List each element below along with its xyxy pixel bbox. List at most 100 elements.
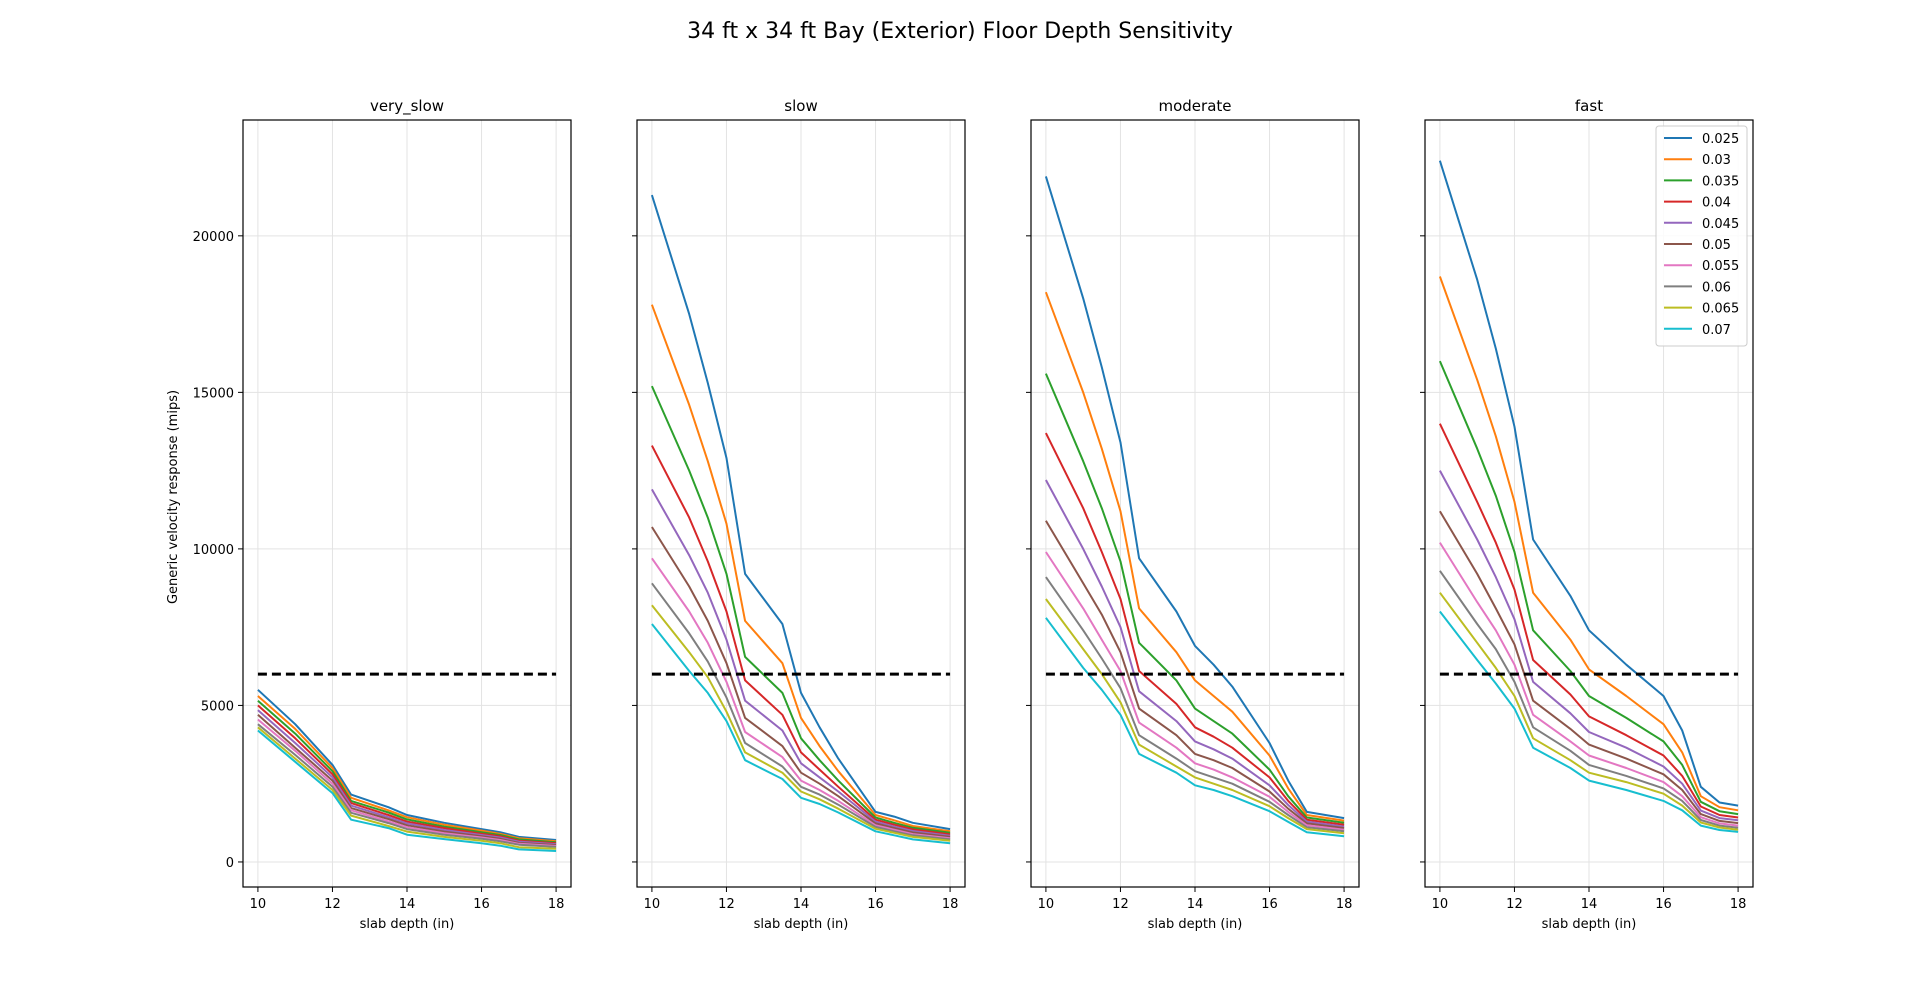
- legend-label: 0.03: [1702, 153, 1731, 168]
- x-axis-label: slab depth (in): [360, 917, 455, 932]
- series-line-0.04: [1438, 423, 1739, 819]
- x-axis-label: slab depth (in): [1148, 917, 1243, 932]
- y-tick-label: 0: [226, 856, 234, 871]
- y-tick-label: 10000: [193, 543, 234, 558]
- series-line-0.045: [651, 488, 951, 837]
- x-tick-label: 16: [473, 897, 490, 912]
- panel-fast: fast 10 12 14 16 18 slab depth (in): [1420, 97, 1754, 932]
- series-line-0.065: [257, 726, 557, 850]
- legend-item: 0.045: [1664, 217, 1739, 232]
- x-tick-label: 14: [399, 897, 416, 912]
- series-line-0.065: [1045, 598, 1345, 835]
- series-line-0.035: [257, 699, 557, 844]
- x-tick-label: 10: [1038, 897, 1055, 912]
- x-tick-label: 16: [867, 897, 884, 912]
- series-line-0.025: [650, 194, 951, 831]
- legend-item: 0.055: [1664, 259, 1739, 274]
- series-line-0.05: [1045, 520, 1345, 830]
- legend-item: 0.03: [1664, 153, 1731, 168]
- x-tick-label: 18: [942, 897, 959, 912]
- legend-label: 0.025: [1702, 132, 1739, 147]
- series-line-0.04: [257, 704, 557, 845]
- x-tick-label: 14: [1581, 897, 1598, 912]
- series-line-0.065: [651, 604, 951, 842]
- x-tick-label: 10: [644, 897, 661, 912]
- legend-label: 0.05: [1702, 238, 1731, 253]
- figure-title: 34 ft x 34 ft Bay (Exterior) Floor Depth…: [687, 19, 1233, 44]
- x-tick-label: 12: [1112, 897, 1129, 912]
- x-tick-label: 14: [793, 897, 810, 912]
- panel-moderate: moderate 10 12 14 16 18 slab depth (in): [1026, 97, 1360, 932]
- legend-item: 0.025: [1664, 132, 1739, 147]
- series-line-0.065: [1439, 592, 1739, 831]
- series-line-0.045: [1439, 470, 1739, 822]
- series-line-0.055: [257, 718, 557, 847]
- legend-label: 0.055: [1702, 259, 1739, 274]
- legend-item: 0.065: [1664, 302, 1739, 317]
- series-line-0.07: [1439, 610, 1739, 833]
- series-line-0.055: [1045, 551, 1345, 831]
- legend-item: 0.035: [1664, 174, 1739, 189]
- x-tick-label: 12: [718, 897, 735, 912]
- y-tick-label: 20000: [193, 230, 234, 245]
- series-line-0.03: [257, 695, 557, 843]
- y-tick-label: 5000: [201, 699, 234, 714]
- series-line-0.05: [651, 526, 951, 838]
- panel-title: moderate: [1158, 97, 1231, 115]
- legend-label: 0.06: [1702, 280, 1731, 295]
- x-tick-label: 14: [1187, 897, 1204, 912]
- panel-title: fast: [1575, 97, 1603, 115]
- x-tick-label: 12: [1506, 897, 1523, 912]
- series-line-0.06: [651, 582, 951, 841]
- series-line-0.07: [1045, 617, 1345, 838]
- series-line-0.06: [1439, 570, 1739, 829]
- series-line-0.03: [1044, 291, 1345, 822]
- series-line-0.035: [650, 385, 951, 834]
- series-line-0.045: [257, 709, 557, 846]
- panel-very_slow: very_slow 10 12 14 16 18 slab depth (in) 0 5000 1…: [193, 97, 572, 932]
- x-tick-label: 12: [324, 897, 341, 912]
- panel-title: very_slow: [370, 97, 444, 116]
- series-line-0.025: [1044, 176, 1345, 820]
- x-tick-label: 18: [1336, 897, 1353, 912]
- x-tick-label: 16: [1261, 897, 1278, 912]
- x-tick-label: 10: [1432, 897, 1449, 912]
- legend-label: 0.04: [1702, 196, 1731, 211]
- legend-item: 0.05: [1664, 238, 1731, 253]
- series-line-0.03: [650, 304, 951, 833]
- series-line-0.06: [257, 723, 557, 848]
- series-line-0.07: [651, 623, 951, 845]
- series-line-0.035: [1044, 373, 1345, 824]
- series-line-0.05: [257, 714, 557, 846]
- series-line-0.055: [1439, 542, 1739, 827]
- legend-label: 0.045: [1702, 217, 1739, 232]
- legend-item: 0.07: [1664, 323, 1731, 338]
- series-line-0.025: [257, 689, 557, 841]
- series-line-0.03: [1438, 276, 1739, 812]
- series-line-0.055: [651, 557, 951, 840]
- x-tick-label: 16: [1655, 897, 1672, 912]
- legend-item: 0.06: [1664, 280, 1731, 295]
- series-line-0.04: [651, 445, 951, 836]
- y-tick-label: 15000: [193, 386, 234, 401]
- series-line-0.025: [1438, 160, 1739, 807]
- panel-title: slow: [784, 97, 817, 115]
- series-line-0.06: [1045, 576, 1345, 833]
- x-axis-label: slab depth (in): [754, 917, 849, 932]
- panel-slow: slow 10 12 14 16 18 slab depth (in): [632, 97, 966, 932]
- legend: 0.025 0.03 0.035 0.04 0.045 0.05 0.055 0.06 0.06…: [1655, 125, 1748, 347]
- legend-label: 0.065: [1702, 302, 1739, 317]
- series-line-0.035: [1438, 360, 1739, 816]
- series-line-0.07: [257, 729, 557, 852]
- series-line-0.05: [1439, 510, 1739, 825]
- series-line-0.04: [1045, 432, 1345, 826]
- x-tick-label: 10: [250, 897, 267, 912]
- panels-group: very_slow 10 12 14 16 18 slab depth (in) 0 5000 1…: [193, 97, 1754, 932]
- legend-label: 0.035: [1702, 174, 1739, 189]
- x-tick-label: 18: [1730, 897, 1747, 912]
- y-axis-label: Generic velocity response (mips): [166, 390, 181, 604]
- x-tick-label: 18: [548, 897, 565, 912]
- x-axis-label: slab depth (in): [1542, 917, 1637, 932]
